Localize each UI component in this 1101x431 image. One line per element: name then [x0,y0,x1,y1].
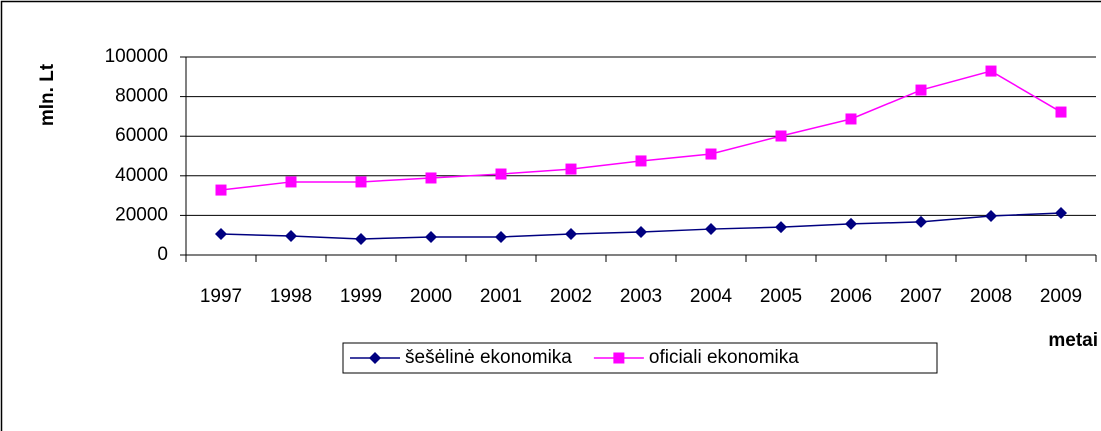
data-point [635,226,647,239]
data-point [635,155,647,167]
data-point [1055,207,1067,220]
x-tick-label: 1999 [340,286,382,307]
x-tick-label: 2001 [480,286,522,307]
x-axis-title: metai [1048,330,1098,351]
data-point [355,176,367,188]
data-point [705,223,717,236]
data-point [775,221,787,234]
data-point [915,215,927,228]
data-point [425,172,437,184]
x-tick-label: 2008 [970,286,1012,307]
data-point [985,65,997,77]
data-point [845,113,857,125]
data-point [355,232,367,245]
x-tick-label: 2003 [620,286,662,307]
x-tick-label: 1997 [200,286,242,307]
x-tick-label: 1998 [270,286,312,307]
legend-label: oficiali ekonomika [649,347,799,368]
y-axis-title: mln. Lt [37,63,58,126]
data-point [285,176,297,188]
data-point [915,84,927,96]
data-point [705,148,717,160]
x-tick-label: 2009 [1040,286,1082,307]
data-point [215,228,227,241]
legend-label: šešėlinė ekonomika [405,347,572,368]
data-point [565,228,577,241]
data-point [495,230,507,243]
data-point [845,217,857,230]
data-point [985,209,997,222]
data-point [1055,106,1067,118]
data-point [565,163,577,175]
x-tick-label: 2006 [830,286,872,307]
y-tick-label: 0 [157,244,168,265]
x-tick-label: 2004 [690,286,733,307]
data-point [215,184,227,196]
y-tick-label: 40000 [115,165,168,186]
y-tick-label: 80000 [115,86,168,107]
x-tick-label: 2002 [550,286,592,307]
y-tick-label: 20000 [115,204,168,225]
y-tick-label: 100000 [105,46,168,67]
x-tick-label: 2007 [900,286,942,307]
y-tick-label: 60000 [115,125,168,146]
data-point [495,168,507,180]
data-point [775,130,787,142]
legend-marker [613,352,625,364]
data-point [425,230,437,243]
data-point [285,229,297,242]
x-tick-label: 2005 [760,286,802,307]
legend-marker [369,352,381,364]
x-tick-label: 2000 [410,286,452,307]
